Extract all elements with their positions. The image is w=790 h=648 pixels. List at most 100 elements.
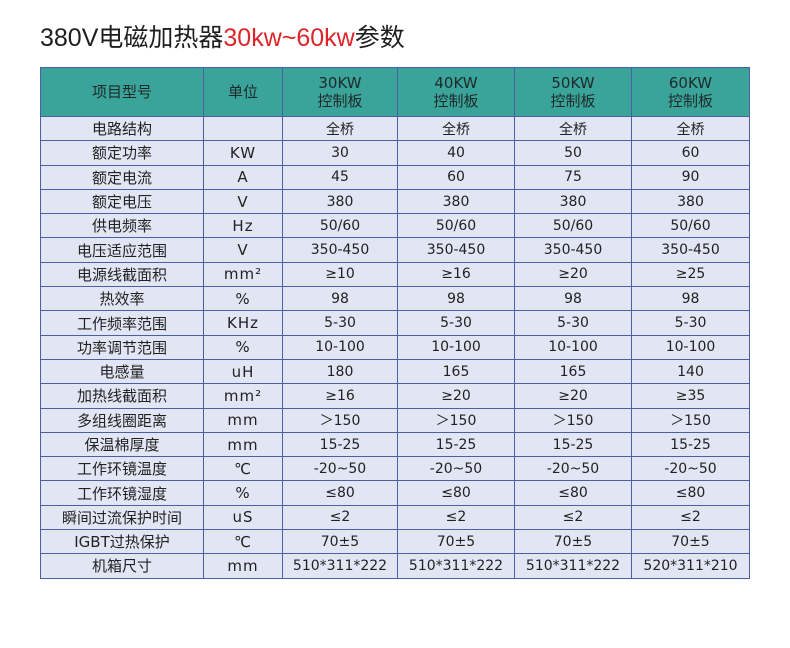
table-row: IGBT过热保护 ℃ 70±5 70±5 70±5 70±5 [40,529,750,555]
value-cell: 70±5 [631,529,750,555]
unit-cell [203,115,283,142]
value-cell: 350-450 [282,237,398,263]
column-header-line2: 控制板 [550,92,596,110]
unit-cell: % [203,286,283,312]
value-cell: 380 [631,188,750,215]
value-cell: ≥16 [282,383,398,409]
value-cell: ＞150 [514,407,632,433]
value-cell: 350-450 [397,237,515,263]
column-header: 单位 [203,67,283,117]
spec-table-header: 项目型号 单位 30KW 控制板 40KW 控制板 50KW 控制板 60KW 控制板 [40,67,750,117]
title-accent: 30kw~60kw [223,24,355,52]
unit-cell: KHz [203,310,283,336]
param-cell: 工作环镜湿度 [40,480,204,506]
value-cell: ＞150 [282,407,398,433]
column-header-line1: 50KW [551,74,595,92]
header-row: 项目型号 单位 30KW 控制板 40KW 控制板 50KW 控制板 60KW 控制板 [40,67,750,117]
column-header-line2: 控制板 [317,92,363,110]
value-cell: ≤80 [397,480,515,506]
value-cell: ≤80 [514,480,632,506]
value-cell: ≤2 [397,504,515,531]
value-cell: 140 [631,358,750,385]
table-row: 热效率% 98 98 98 98 [40,286,750,312]
table-row: 加热线截面积 mm² ≥16 ≥20 ≥20 ≥35 [40,383,750,409]
value-cell: -20~50 [514,456,632,482]
column-header-line1: 项目型号 [91,83,152,101]
value-cell: 全桥 [631,115,750,142]
value-cell: 30 [282,140,398,166]
param-cell: 工作环镜温度 [40,456,204,482]
table-row: 额定功率 KW 30 40 50 60 [40,140,750,166]
value-cell: ≤2 [631,504,750,531]
value-cell: ≤80 [631,480,750,506]
param-cell: 电路结构 [40,115,204,142]
value-cell: 75 [514,164,632,190]
unit-cell: ℃ [203,456,283,482]
value-cell: 50/60 [282,213,398,239]
table-row: 电感量 uH 180 165 165 140 [40,358,750,385]
value-cell: -20~50 [631,456,750,482]
value-cell: 全桥 [514,115,632,142]
column-header-line2: 控制板 [433,92,479,110]
param-cell: 电源线截面积 [40,261,204,288]
value-cell: ≥25 [631,261,750,288]
value-cell: 15-25 [631,431,750,458]
unit-cell: V [203,188,283,215]
value-cell: 510*311*222 [282,553,398,579]
value-cell: 165 [397,358,515,385]
param-cell: 多组线圈距离 [40,407,204,433]
value-cell: 50/60 [514,213,632,239]
value-cell: -20~50 [282,456,398,482]
value-cell: ＞150 [397,407,515,433]
param-cell: 工作频率范围 [40,310,204,336]
param-cell: 保温棉厚度 [40,431,204,458]
unit-cell: mm [203,553,283,579]
table-row: 电源线截面积 mm² ≥10 ≥16 ≥20 ≥25 [40,261,750,288]
table-row: 电压适应范围 V 350-450 350-450 350-450 350-450 [40,237,750,263]
value-cell: ≥20 [514,383,632,409]
value-cell: 350-450 [514,237,632,263]
param-cell: 机箱尺寸 [40,553,204,579]
value-cell: ≤2 [282,504,398,531]
value-cell: 98 [397,286,515,312]
value-cell: 5-30 [631,310,750,336]
value-cell: ≤80 [282,480,398,506]
value-cell: 全桥 [397,115,515,142]
table-row: 瞬间过流保护时间 uS ≤2 ≤2 ≤2 ≤2 [40,504,750,531]
table-row: 工作环镜温度 ℃ -20~50 -20~50 -20~50 -20~50 [40,456,750,482]
value-cell: 510*311*222 [514,553,632,579]
table-row: 电路结构 全桥 全桥 全桥 全桥 [40,115,750,142]
value-cell: 15-25 [282,431,398,458]
unit-cell: mm² [203,383,283,409]
unit-cell: mm [203,431,283,458]
value-cell: 70±5 [397,529,515,555]
value-cell: 10-100 [397,334,515,360]
value-cell: 50/60 [631,213,750,239]
column-header: 50KW 控制板 [514,67,632,117]
column-header: 30KW 控制板 [282,67,398,117]
value-cell: ≥35 [631,383,750,409]
unit-cell: % [203,334,283,360]
unit-cell: A [203,164,283,190]
table-row: 额定电压 V 380 380 380 380 [40,188,750,215]
table-row: 保温棉厚度 mm 15-25 15-25 15-25 15-25 [40,431,750,458]
value-cell: 98 [282,286,398,312]
value-cell: ≥20 [514,261,632,288]
unit-cell: V [203,237,283,263]
value-cell: 70±5 [514,529,632,555]
value-cell: 165 [514,358,632,385]
table-row: 多组线圈距离 mm ＞150 ＞150 ＞150 ＞150 [40,407,750,433]
value-cell: ≥16 [397,261,515,288]
value-cell: 380 [514,188,632,215]
column-header: 40KW 控制板 [397,67,515,117]
value-cell: 15-25 [514,431,632,458]
value-cell: 98 [514,286,632,312]
param-cell: IGBT过热保护 [40,529,204,555]
param-cell: 瞬间过流保护时间 [40,504,204,531]
table-row: 工作环镜湿度% ≤80 ≤80 ≤80 ≤80 [40,480,750,506]
title-suffix: 参数 [354,24,405,52]
spec-table: 项目型号 单位 30KW 控制板 40KW 控制板 50KW 控制板 60KW 控制板 电路结构全… [40,67,750,579]
value-cell: 70±5 [282,529,398,555]
value-cell: 380 [397,188,515,215]
value-cell: 98 [631,286,750,312]
